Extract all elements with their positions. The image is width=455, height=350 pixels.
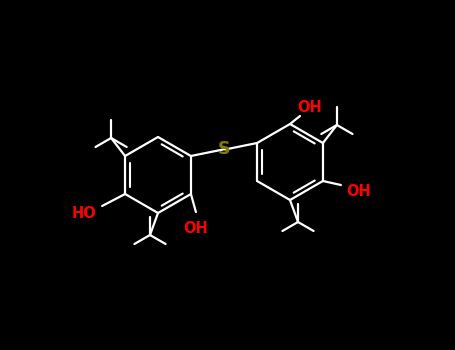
Text: OH: OH [347, 183, 371, 198]
Text: OH: OH [298, 100, 323, 116]
Text: S: S [218, 140, 230, 158]
Text: HO: HO [72, 206, 96, 222]
Text: OH: OH [183, 221, 208, 236]
